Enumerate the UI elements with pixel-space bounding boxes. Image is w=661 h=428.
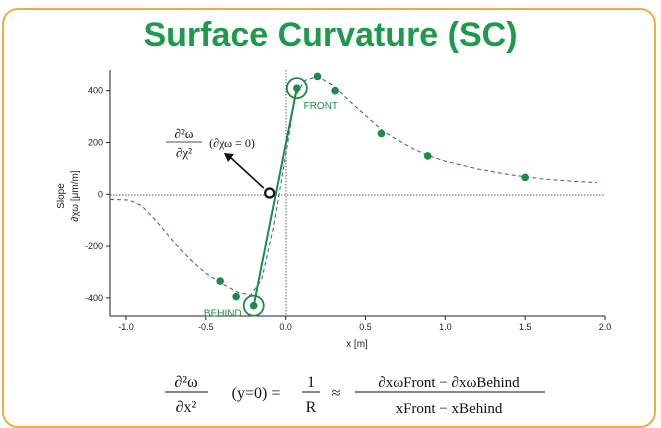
- annotations: BEHIND FRONT: [204, 77, 338, 320]
- formula-condition: (y=0) =: [232, 385, 281, 402]
- data-point: [331, 86, 339, 95]
- x-axis-label: x [m]: [346, 339, 368, 350]
- data-point: [377, 129, 386, 138]
- formula-approx: ≈: [332, 385, 341, 402]
- x-tick-label: 1.5: [519, 322, 532, 332]
- formula-rhs-denominator: xFront − xBehind: [396, 401, 503, 417]
- axis-ticks: -1.0 -0.5 0.0 0.5 1.0 1.5 2.0 400 200 0 -200 -400: [85, 86, 611, 332]
- data-point: [249, 301, 258, 310]
- y-tick-label: 200: [88, 138, 103, 148]
- behind-circle: [242, 294, 265, 317]
- x-tick-label: 1.0: [439, 322, 452, 332]
- formula-mid-numerator: 1: [307, 374, 315, 391]
- annotation-denominator: ∂χ²: [176, 145, 192, 160]
- behind-label: BEHIND: [204, 309, 242, 320]
- annotation-arrow-head: [224, 153, 234, 162]
- inflection-point-marker: [264, 187, 276, 199]
- data-point: [521, 173, 529, 182]
- formula-lhs-numerator: ∂²ω: [174, 374, 197, 391]
- x-tick-label: -1.0: [118, 322, 134, 332]
- annotation-numerator: ∂²ω: [175, 126, 194, 141]
- data-point: [216, 277, 224, 285]
- x-tick-label: 0.5: [359, 322, 372, 332]
- y-tick-label: 400: [88, 86, 103, 96]
- formula-lhs-denominator: ∂x²: [176, 399, 197, 416]
- slide-card: [2, 8, 656, 428]
- curvature-formula: ∂²ω ∂x² (y=0) = 1 R ≈ ∂xωFront − ∂xωBehi…: [165, 374, 545, 417]
- y-tick-label: 0: [98, 189, 103, 199]
- formula-mid-denominator: R: [306, 399, 317, 416]
- y-axis-unit: ∂χω [μm/m]: [70, 170, 81, 221]
- secant-line: [252, 87, 298, 306]
- fitted-curve: [109, 75, 598, 296]
- x-tick-label: -0.5: [198, 322, 214, 332]
- annotation-arrow-line: [229, 156, 265, 189]
- y-tick-label: -400: [85, 293, 103, 303]
- data-point: [232, 292, 240, 301]
- data-point: [313, 72, 322, 81]
- annotation-condition: (∂χω = 0): [209, 136, 255, 150]
- x-tick-label: 2.0: [599, 322, 612, 332]
- data-points: [216, 72, 529, 310]
- fitted-curve-line: [109, 75, 598, 296]
- slide-title: Surface Curvature (SC): [143, 16, 518, 54]
- y-axis-label: Slope: [56, 183, 67, 209]
- curvature-annotation: ∂²ω ∂χ² (∂χω = 0): [166, 126, 255, 160]
- chart-axes: [109, 70, 605, 317]
- front-label: FRONT: [304, 101, 338, 112]
- y-tick-label: -200: [85, 241, 103, 251]
- front-circle: [285, 77, 308, 100]
- x-tick-label: 0.0: [279, 322, 292, 332]
- data-point: [423, 152, 432, 160]
- formula-rhs-numerator: ∂xωFront − ∂xωBehind: [378, 375, 520, 391]
